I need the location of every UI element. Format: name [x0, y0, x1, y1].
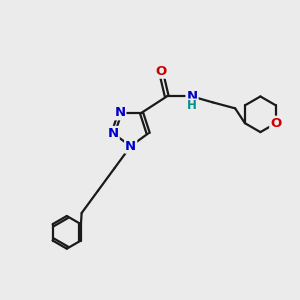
- Text: N: N: [114, 106, 125, 119]
- Text: N: N: [108, 127, 119, 140]
- Text: H: H: [187, 100, 197, 112]
- Text: N: N: [187, 90, 198, 103]
- Text: O: O: [270, 117, 281, 130]
- Text: N: N: [125, 140, 136, 153]
- Text: O: O: [155, 65, 166, 78]
